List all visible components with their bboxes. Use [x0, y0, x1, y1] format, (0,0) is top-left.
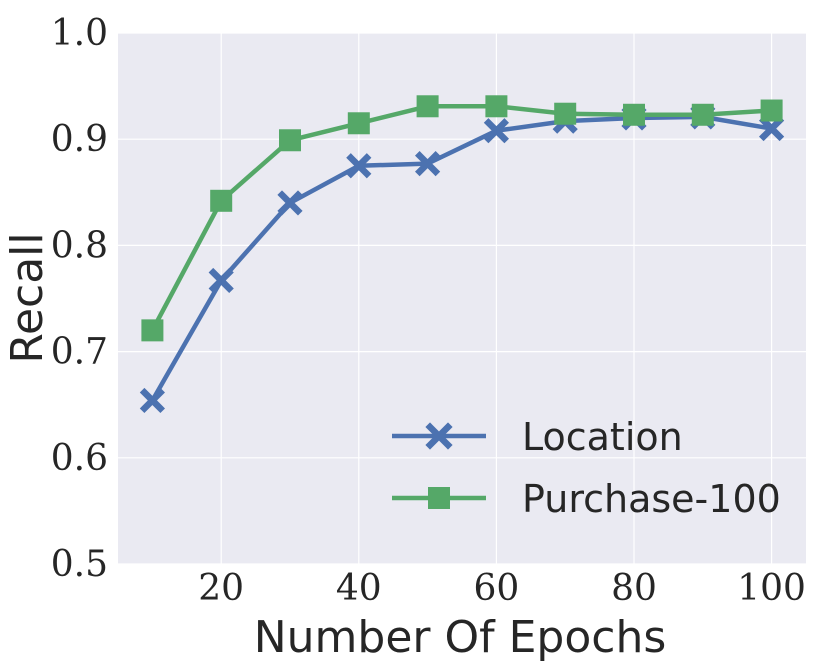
legend-label-location: Location	[522, 415, 683, 459]
y-axis-label: Recall	[2, 232, 53, 363]
y-tick-label: 1.0	[51, 13, 108, 54]
data-point-purchase-100	[347, 112, 370, 135]
legend-item-purchase-100: Purchase-100	[392, 477, 781, 521]
series-line-location	[150, 114, 772, 402]
data-point-location	[139, 387, 165, 414]
x-tick-label: 40	[336, 568, 382, 609]
series-line-purchase-100	[150, 104, 772, 332]
data-point-purchase-100	[279, 129, 301, 152]
data-point-purchase-100	[210, 189, 233, 212]
x-tick-label: 60	[473, 568, 519, 609]
y-tick-label: 0.9	[51, 119, 108, 160]
data-point-location	[759, 115, 785, 142]
series-layer	[139, 95, 785, 414]
legend-label-purchase-100: Purchase-100	[522, 477, 781, 521]
legend: Location Purchase-100	[392, 415, 781, 521]
legend-marker-location	[425, 422, 453, 450]
data-point-location	[277, 190, 303, 216]
data-point-purchase-100	[554, 102, 577, 125]
series-purchase-100	[141, 95, 783, 342]
data-point-purchase-100	[416, 95, 439, 118]
legend-item-location: Location	[392, 415, 683, 459]
y-tick-label: 0.7	[51, 332, 108, 373]
x-tick-label: 100	[737, 568, 806, 609]
data-point-purchase-100	[485, 95, 508, 118]
data-point-purchase-100	[141, 319, 164, 342]
legend-marker-purchase-100	[428, 487, 450, 509]
data-point-purchase-100	[623, 103, 645, 126]
y-tick-label: 0.5	[51, 544, 108, 585]
y-tick-label: 0.8	[51, 225, 108, 266]
x-tick-label: 80	[611, 568, 657, 609]
data-point-location	[415, 151, 441, 177]
data-point-location	[346, 153, 372, 179]
plot-background	[118, 33, 806, 564]
data-point-location	[208, 267, 234, 294]
data-point-location	[483, 118, 509, 144]
data-point-purchase-100	[691, 103, 714, 126]
x-tick-labels: 20 40 60 80 100	[198, 568, 806, 609]
x-axis-label: Number Of Epochs	[254, 612, 667, 663]
y-tick-label: 0.6	[51, 438, 108, 479]
y-tick-labels: 0.5 0.6 0.7 0.8 0.9 1.0	[51, 13, 108, 585]
data-point-purchase-100	[760, 99, 783, 122]
x-tick-label: 20	[198, 568, 244, 609]
